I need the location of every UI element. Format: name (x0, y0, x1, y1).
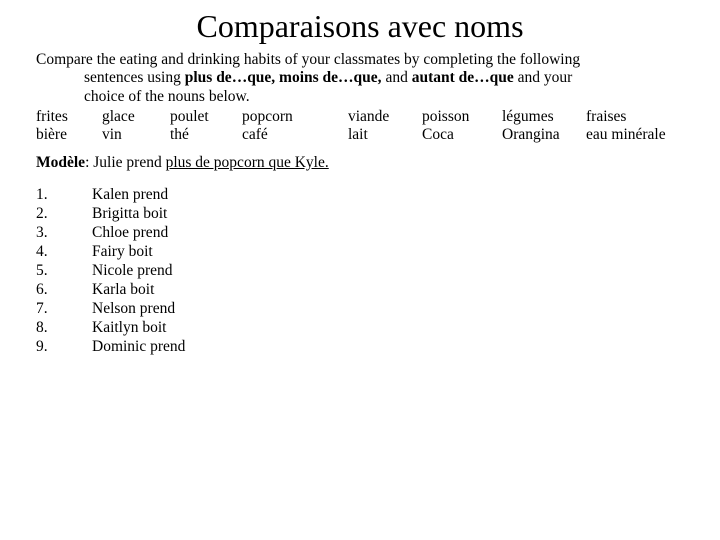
list-item: 4.Fairy boit (36, 243, 185, 262)
page-title: Comparaisons avec noms (36, 8, 684, 45)
instructions: Compare the eating and drinking habits o… (36, 51, 684, 106)
noun-cell: poulet (170, 108, 242, 126)
item-text: Nelson prend (92, 300, 185, 319)
noun-cell: frites (36, 108, 102, 126)
item-number: 6. (36, 281, 92, 300)
item-number: 5. (36, 262, 92, 281)
noun-cell: poisson (422, 108, 502, 126)
item-number: 4. (36, 243, 92, 262)
modele-line: Modèle: Julie prend plus de popcorn que … (36, 154, 684, 172)
instructions-line3: choice of the nouns below. (36, 88, 684, 106)
list-item: 8.Kaitlyn boit (36, 319, 185, 338)
item-text: Kalen prend (92, 186, 185, 205)
modele-pre: Julie prend (93, 154, 165, 171)
instructions-bold1: plus de…que, moins de…que, (185, 69, 382, 86)
item-number: 2. (36, 205, 92, 224)
item-number: 3. (36, 224, 92, 243)
instructions-line2-pre: sentences using (84, 69, 185, 86)
item-text: Nicole prend (92, 262, 185, 281)
instructions-line1: Compare the eating and drinking habits o… (36, 51, 580, 68)
list-item: 9.Dominic prend (36, 338, 185, 357)
exercise-list: 1.Kalen prend 2.Brigitta boit 3.Chloe pr… (36, 186, 185, 357)
list-item: 3.Chloe prend (36, 224, 185, 243)
instructions-mid: and (382, 69, 412, 86)
item-text: Karla boit (92, 281, 185, 300)
noun-cell: fraises (586, 108, 676, 126)
list-item: 7.Nelson prend (36, 300, 185, 319)
modele-underline: plus de popcorn que Kyle. (166, 154, 329, 171)
item-text: Dominic prend (92, 338, 185, 357)
noun-cell: café (242, 126, 348, 144)
item-text: Kaitlyn boit (92, 319, 185, 338)
noun-cell: viande (348, 108, 422, 126)
item-number: 9. (36, 338, 92, 357)
noun-cell: vin (102, 126, 170, 144)
list-item: 5.Nicole prend (36, 262, 185, 281)
noun-cell: popcorn (242, 108, 348, 126)
noun-cell: bière (36, 126, 102, 144)
item-number: 8. (36, 319, 92, 338)
noun-cell: Coca (422, 126, 502, 144)
instructions-line2: sentences using plus de…que, moins de…qu… (36, 69, 684, 87)
item-number: 1. (36, 186, 92, 205)
item-text: Fairy boit (92, 243, 185, 262)
item-text: Brigitta boit (92, 205, 185, 224)
noun-cell: légumes (502, 108, 586, 126)
worksheet-page: Comparaisons avec noms Compare the eatin… (0, 0, 720, 357)
noun-cell: thé (170, 126, 242, 144)
noun-cell: Orangina (502, 126, 586, 144)
item-number: 7. (36, 300, 92, 319)
noun-cell: glace (102, 108, 170, 126)
instructions-bold2: autant de…que (412, 69, 514, 86)
list-item: 6.Karla boit (36, 281, 185, 300)
noun-row-1: frites glace poulet popcorn viande poiss… (36, 108, 676, 126)
modele-label: Modèle (36, 154, 85, 171)
list-item: 1.Kalen prend (36, 186, 185, 205)
instructions-line2-end: and your (514, 69, 573, 86)
item-text: Chloe prend (92, 224, 185, 243)
list-item: 2.Brigitta boit (36, 205, 185, 224)
noun-cell: lait (348, 126, 422, 144)
noun-row-2: bière vin thé café lait Coca Orangina ea… (36, 126, 676, 144)
noun-cell: eau minérale (586, 126, 676, 144)
noun-table: frites glace poulet popcorn viande poiss… (36, 108, 676, 144)
